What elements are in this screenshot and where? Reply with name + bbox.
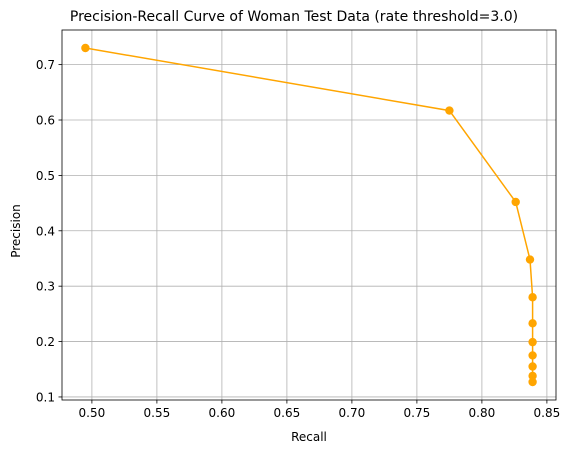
y-tick-label: 0.2 (36, 335, 55, 349)
data-point (528, 319, 537, 328)
data-point (528, 293, 537, 302)
data-point (528, 351, 537, 360)
y-tick-label: 0.6 (36, 114, 55, 128)
y-axis-label: Precision (9, 204, 23, 258)
y-tick-label: 0.7 (36, 58, 55, 72)
series-layer (81, 43, 537, 387)
x-axis-label: Recall (291, 430, 327, 444)
x-tick-label: 0.50 (79, 406, 106, 420)
plot-frame (61, 29, 557, 401)
x-tick-label: 0.80 (469, 406, 496, 420)
y-tick-label: 0.5 (36, 169, 55, 183)
series-line (85, 47, 534, 382)
y-tick-label: 0.1 (36, 390, 55, 404)
data-point (511, 197, 520, 207)
axis-ticks: 0.50 0.55 0.60 0.65 0.70 0.75 0.80 0.85 0.1 0.2 0.… (36, 58, 560, 420)
x-tick-label: 0.60 (209, 406, 236, 420)
x-tick-label: 0.55 (144, 406, 171, 420)
x-tick-label: 0.75 (404, 406, 431, 420)
data-point (528, 377, 537, 387)
y-tick-label: 0.3 (36, 280, 55, 294)
data-point (445, 106, 454, 115)
data-point (525, 255, 535, 264)
data-point (528, 362, 537, 371)
x-tick-label: 0.65 (274, 406, 301, 420)
y-tick-label: 0.4 (36, 224, 55, 238)
grid-lines (62, 30, 556, 400)
x-tick-label: 0.85 (534, 406, 561, 420)
x-tick-label: 0.70 (339, 406, 366, 420)
data-point (81, 43, 90, 53)
data-point (528, 371, 537, 381)
data-point (528, 337, 537, 347)
chart-title: Precision-Recall Curve of Woman Test Dat… (70, 9, 518, 25)
